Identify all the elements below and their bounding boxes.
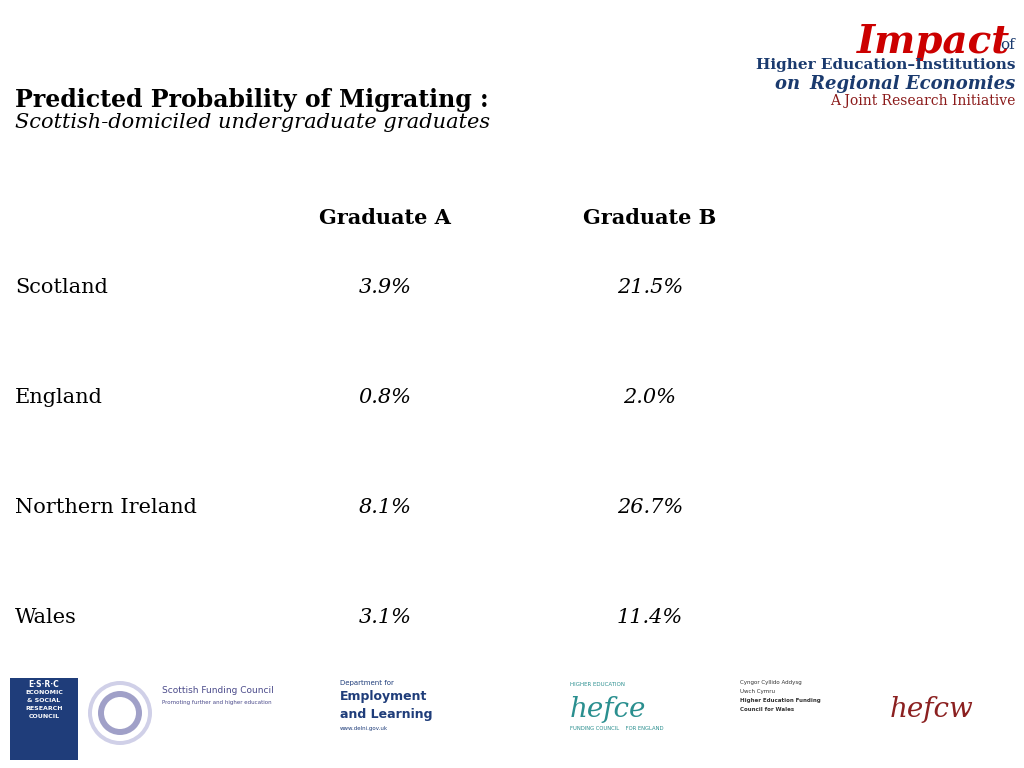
Text: Wales: Wales [15,608,77,627]
Text: E·S·R·C: E·S·R·C [29,680,59,689]
Circle shape [104,697,136,729]
Text: Promoting further and higher education: Promoting further and higher education [162,700,271,705]
Text: hefce: hefce [570,696,646,723]
Text: HIGHER EDUCATION: HIGHER EDUCATION [570,682,625,687]
Text: ECONOMIC: ECONOMIC [25,690,62,695]
Text: England: England [15,388,102,407]
Text: FUNDING COUNCIL    FOR ENGLAND: FUNDING COUNCIL FOR ENGLAND [570,726,664,731]
Circle shape [98,691,142,735]
Text: Higher Education–Institutions: Higher Education–Institutions [756,58,1015,72]
Text: Scottish Funding Council: Scottish Funding Council [162,686,273,695]
Text: 11.4%: 11.4% [616,608,683,627]
Text: hefcw: hefcw [890,696,974,723]
Text: Scottish-domiciled undergraduate graduates: Scottish-domiciled undergraduate graduat… [15,113,490,132]
Text: Uwch Cymru: Uwch Cymru [740,689,775,694]
Text: on  Regional Economies: on Regional Economies [775,75,1015,93]
Text: Scotland: Scotland [15,278,108,297]
Text: www.delni.gov.uk: www.delni.gov.uk [340,726,388,731]
Text: Employment: Employment [340,690,427,703]
FancyBboxPatch shape [10,678,78,760]
Text: Department for: Department for [340,680,394,686]
Text: & SOCIAL: & SOCIAL [28,698,60,703]
Text: Higher Education Funding: Higher Education Funding [740,698,821,703]
Text: 8.1%: 8.1% [358,498,412,517]
Text: and Learning: and Learning [340,708,432,721]
Text: Predicted Probability of Migrating :: Predicted Probability of Migrating : [15,88,488,112]
Text: RESEARCH: RESEARCH [26,706,62,711]
Text: 26.7%: 26.7% [616,498,683,517]
Text: Council for Wales: Council for Wales [740,707,795,712]
Text: Northern Ireland: Northern Ireland [15,498,197,517]
Text: COUNCIL: COUNCIL [29,714,59,719]
Circle shape [88,681,152,745]
Text: 2.0%: 2.0% [624,388,677,407]
Text: 21.5%: 21.5% [616,278,683,297]
Text: Graduate A: Graduate A [319,208,451,228]
Text: 3.1%: 3.1% [358,608,412,627]
Text: 3.9%: 3.9% [358,278,412,297]
Text: Impact: Impact [857,23,1010,61]
Text: Cyngor Cyllido Addysg: Cyngor Cyllido Addysg [740,680,802,685]
Text: Graduate B: Graduate B [584,208,717,228]
Text: 0.8%: 0.8% [358,388,412,407]
Text: A Joint Research Initiative: A Joint Research Initiative [829,94,1015,108]
Circle shape [92,685,148,741]
Text: of: of [1000,38,1015,52]
